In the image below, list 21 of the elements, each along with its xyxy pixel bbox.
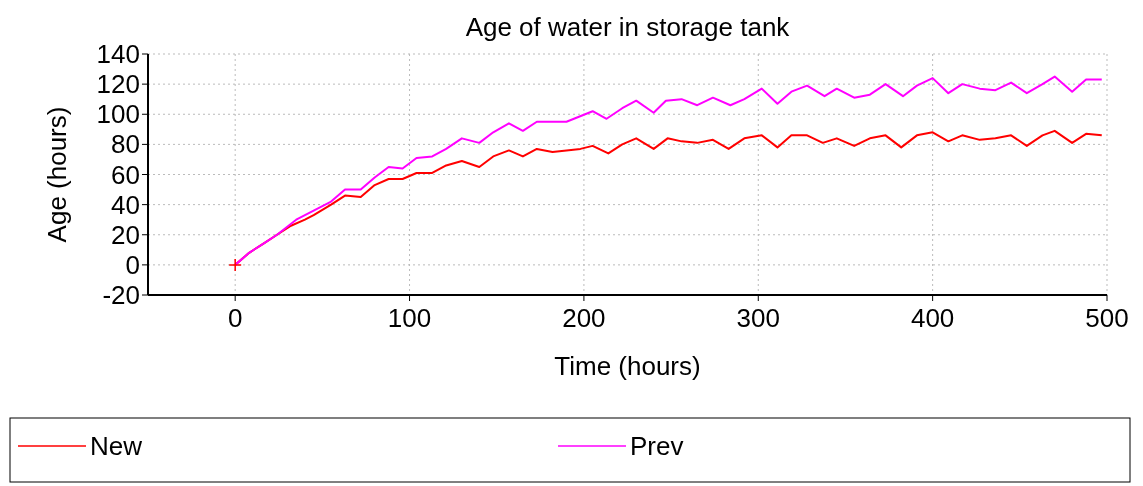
y-tick-label: 60 xyxy=(111,159,140,190)
x-tick-label: 0 xyxy=(227,303,243,333)
x-tick-label: 100 xyxy=(387,303,432,333)
x-tick-label: 500 xyxy=(1085,303,1129,333)
chart-title: Age of water in storage tank xyxy=(465,12,791,42)
y-axis-title: Age (hours) xyxy=(42,106,72,243)
x-axis-title: Time (hours) xyxy=(554,351,701,381)
x-tick-label: 300 xyxy=(736,303,780,333)
y-tick-label: 20 xyxy=(111,219,140,250)
y-tick-label: 100 xyxy=(96,99,140,130)
y-tick-label: 140 xyxy=(96,39,140,69)
y-tick-label: 120 xyxy=(96,69,140,100)
legend-label: Prev xyxy=(630,431,684,461)
y-tick-label: 0 xyxy=(125,249,140,280)
y-tick-label: 40 xyxy=(111,189,140,220)
y-tick-label: -20 xyxy=(102,280,140,310)
x-tick-label: 200 xyxy=(562,303,606,333)
legend-label: New xyxy=(90,431,143,461)
y-tick-label: 80 xyxy=(111,129,140,160)
x-tick-label: 400 xyxy=(910,303,955,333)
line-series xyxy=(234,75,1103,266)
